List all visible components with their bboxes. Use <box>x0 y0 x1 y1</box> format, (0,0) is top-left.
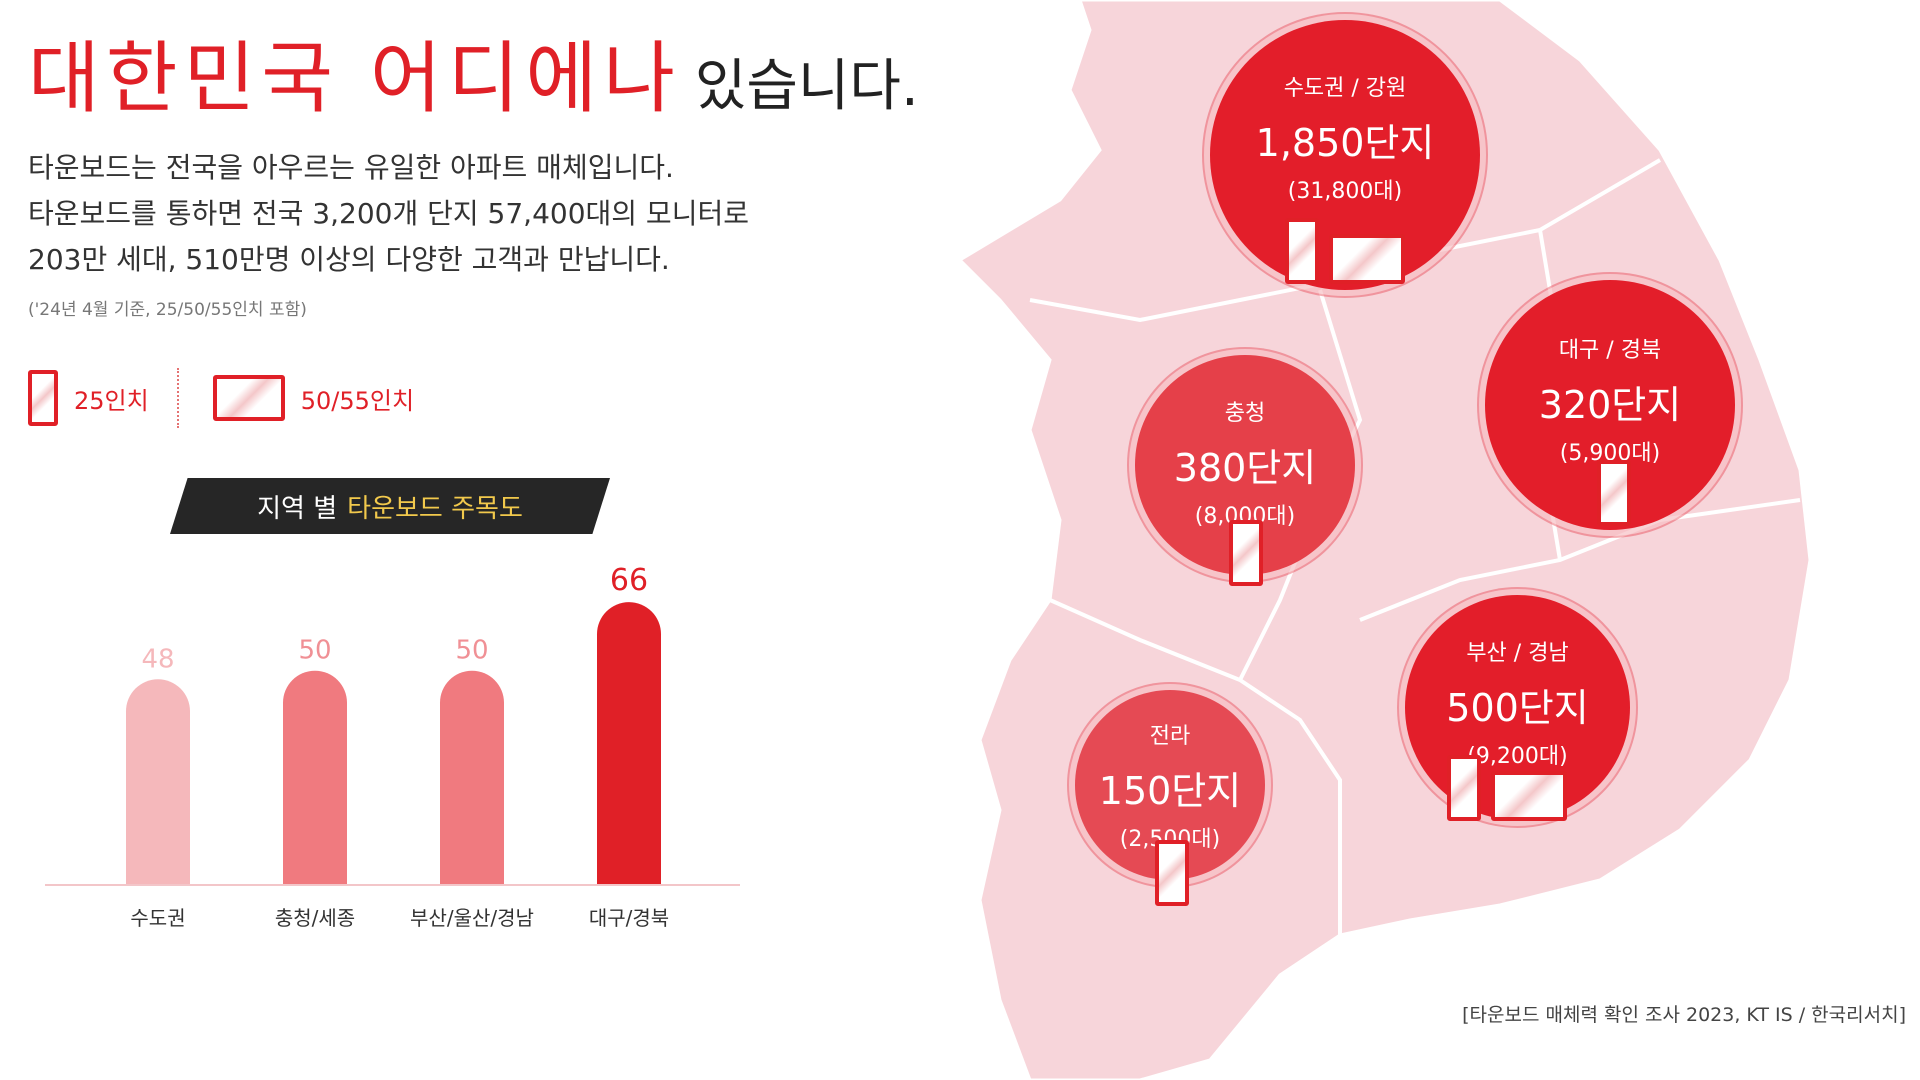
chart-heading-prefix: 지역 별 <box>257 493 338 524</box>
category-label: 수도권 <box>130 906 185 930</box>
korea-map: 수도권 / 강원 1,850단지 (31,800대) 충청 380단지 (8,000대) 대… <box>940 0 1920 1080</box>
region-screens <box>1597 460 1631 526</box>
bar-1 <box>126 679 190 885</box>
bar-2 <box>283 670 347 885</box>
region-complex-count: 1,850단지 <box>1255 121 1435 165</box>
region-name: 부산 / 경남 <box>1466 641 1569 666</box>
chart-heading: 지역 별 타운보드 주목도 <box>170 478 610 534</box>
legend-label-25: 25인치 <box>74 386 149 415</box>
bar-4 <box>597 602 661 885</box>
chart-heading-highlight: 타운보드 주목도 <box>347 493 523 524</box>
region-complex-count: 380단지 <box>1173 446 1317 490</box>
category-label: 대구/경북 <box>589 906 669 930</box>
monitor-50-icon <box>1491 771 1567 821</box>
bar-value-label: 48 <box>141 644 174 674</box>
monitor-25-icon <box>1229 520 1263 586</box>
region-border <box>1049 598 1342 935</box>
legend-label-50-55: 50/55인치 <box>300 386 415 415</box>
monitor-50-icon <box>212 375 285 421</box>
legend-divider <box>176 368 179 428</box>
footnote: ('24년 4월 기준, 25/50/55인치 포함) <box>28 300 307 320</box>
category-label: 부산/울산/경남 <box>410 906 534 930</box>
region-bubble: 대구 / 경북 320단지 (5,900대) <box>1485 280 1735 530</box>
description: 타운보드는 전국을 아우르는 유일한 아파트 매체입니다. 타운보드를 통하면 … <box>28 145 848 283</box>
legend-item-50-55: 50/55인치 <box>212 375 415 421</box>
desc-line: 203만 세대, 510만명 이상의 다양한 고객과 만납니다. <box>28 243 670 276</box>
region-complex-count: 500단지 <box>1446 686 1589 730</box>
region-monitor-count: (31,800대) <box>1287 179 1403 204</box>
source-citation: [타운보드 매체력 확인 조사 2023, KT IS / 한국리서치] <box>1462 1004 1906 1026</box>
bar-value-label: 50 <box>455 636 488 666</box>
attention-bar-chart: 48 수도권 50 충청/세종 50 부산/울산/경남 66 대구/경북 <box>40 555 760 955</box>
title-highlight: 대한민국 어디에나 <box>28 34 681 124</box>
region-name: 수도권 / 강원 <box>1283 76 1407 101</box>
region-screens <box>1447 755 1567 821</box>
page-title: 대한민국 어디에나 있습니다. <box>28 40 919 118</box>
region-bubble: 수도권 / 강원 1,850단지 (31,800대) <box>1210 20 1480 290</box>
monitor-25-icon <box>1447 755 1481 821</box>
region-monitor-count: (9,200대) <box>1467 744 1568 769</box>
region-bubble: 충청 380단지 (8,000대) <box>1135 355 1355 586</box>
monitor-25-icon <box>1597 460 1631 526</box>
chart-svg: 48 수도권 50 충청/세종 50 부산/울산/경남 66 대구/경북 <box>45 563 740 930</box>
legend: 25인치 50/55인치 <box>28 368 414 428</box>
bar-value-label: 50 <box>298 636 331 666</box>
region-screens <box>1285 218 1405 284</box>
title-rest: 있습니다. <box>694 54 919 119</box>
region-complex-count: 150단지 <box>1098 769 1242 813</box>
desc-line: 타운보드는 전국을 아우르는 유일한 아파트 매체입니다. <box>28 151 674 184</box>
legend-item-25: 25인치 <box>28 370 149 426</box>
monitor-25-icon <box>28 370 58 426</box>
region-screens <box>1229 520 1263 586</box>
monitor-25-icon <box>1285 218 1319 284</box>
monitor-25-icon <box>1155 840 1189 906</box>
region-name: 대구 / 경북 <box>1558 338 1662 363</box>
region-screens <box>1155 840 1189 906</box>
category-label: 충청/세종 <box>275 906 355 930</box>
desc-line: 타운보드를 통하면 전국 3,200개 단지 57,400대의 모니터로 <box>28 197 749 230</box>
region-complex-count: 320단지 <box>1538 383 1682 427</box>
monitor-50-icon <box>1329 234 1405 284</box>
bar-value-label: 66 <box>610 563 648 598</box>
region-name: 전라 <box>1149 724 1191 749</box>
region-bubble: 부산 / 경남 500단지 (9,200대) <box>1405 595 1630 821</box>
bar-3 <box>440 670 504 885</box>
region-name: 충청 <box>1224 401 1266 426</box>
